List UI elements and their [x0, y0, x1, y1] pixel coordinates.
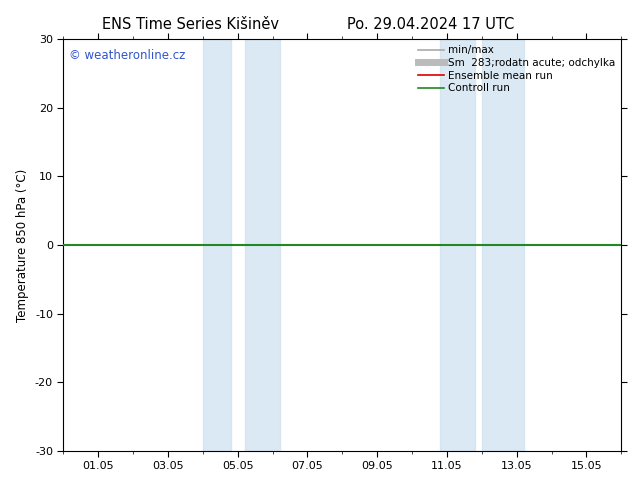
Text: Po. 29.04.2024 17 UTC: Po. 29.04.2024 17 UTC: [347, 17, 515, 32]
Y-axis label: Temperature 850 hPa (°C): Temperature 850 hPa (°C): [16, 169, 29, 321]
Bar: [482, 39, 524, 451]
Text: ENS Time Series Kišiněv: ENS Time Series Kišiněv: [101, 17, 279, 32]
Bar: [440, 39, 475, 451]
Legend: min/max, Sm  283;rodatn acute; odchylka, Ensemble mean run, Controll run: min/max, Sm 283;rodatn acute; odchylka, …: [413, 41, 619, 98]
Text: © weatheronline.cz: © weatheronline.cz: [69, 49, 185, 63]
Bar: [245, 39, 280, 451]
Bar: [203, 39, 231, 451]
